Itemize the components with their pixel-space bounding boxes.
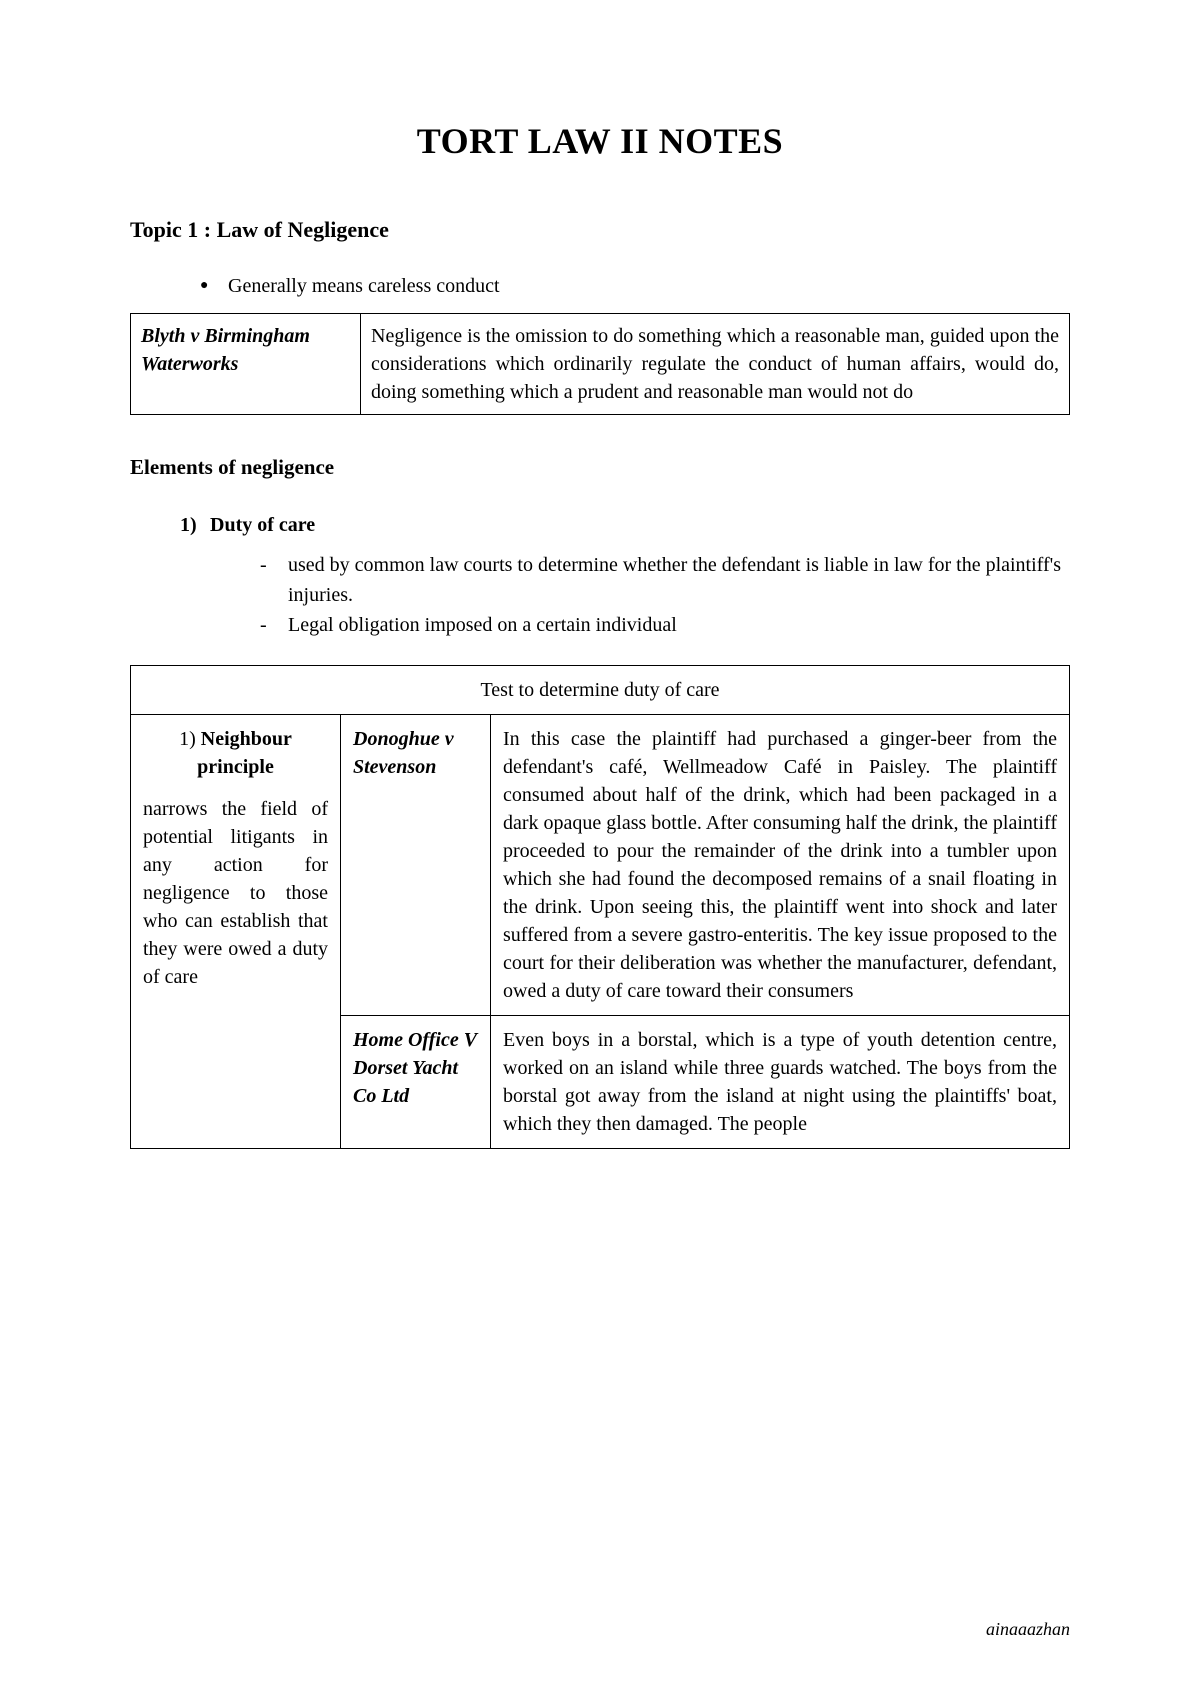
test-case-name-2: Home Office V Dorset Yacht Co Ltd <box>341 1016 491 1149</box>
case-desc-cell: Negligence is the omission to do somethi… <box>361 314 1070 415</box>
principle-number: 1) <box>179 728 196 750</box>
case-row: Blyth v Birmingham Waterworks Negligence… <box>131 314 1070 415</box>
footer-author: ainaaazhan <box>986 1619 1070 1640</box>
test-header-row: Test to determine duty of care <box>131 666 1070 715</box>
principle-desc: narrows the field of potential litigants… <box>143 795 328 991</box>
element-title: Duty of care <box>210 514 315 536</box>
element-point-1: used by common law courts to determine w… <box>260 550 1070 610</box>
elements-numbered-list: 1)Duty of care <box>180 510 1070 540</box>
intro-bullet-item: Generally means careless conduct <box>200 271 1070 301</box>
test-case-desc-2: Even boys in a borstal, which is a type … <box>491 1016 1070 1149</box>
principle-cell: 1) Neighbour principle narrows the field… <box>131 715 341 1149</box>
test-row-1: 1) Neighbour principle narrows the field… <box>131 715 1070 1016</box>
element-number: 1) <box>180 510 210 540</box>
element-item: 1)Duty of care <box>180 510 1070 540</box>
topic-heading: Topic 1 : Law of Negligence <box>130 217 1070 243</box>
case-definition-table: Blyth v Birmingham Waterworks Negligence… <box>130 313 1070 415</box>
elements-heading: Elements of negligence <box>130 455 1070 480</box>
element-dash-list: used by common law courts to determine w… <box>260 550 1070 640</box>
principle-name: Neighbour principle <box>197 728 292 778</box>
test-case-desc-1: In this case the plaintiff had purchased… <box>491 715 1070 1016</box>
test-header-cell: Test to determine duty of care <box>131 666 1070 715</box>
page-title: TORT LAW II NOTES <box>130 120 1070 162</box>
test-table: Test to determine duty of care 1) Neighb… <box>130 665 1070 1149</box>
intro-bullet-list: Generally means careless conduct <box>200 271 1070 301</box>
test-case-name-1: Donoghue v Stevenson <box>341 715 491 1016</box>
principle-heading: 1) Neighbour principle <box>143 725 328 781</box>
case-name-cell: Blyth v Birmingham Waterworks <box>131 314 361 415</box>
element-point-2: Legal obligation imposed on a certain in… <box>260 610 1070 640</box>
